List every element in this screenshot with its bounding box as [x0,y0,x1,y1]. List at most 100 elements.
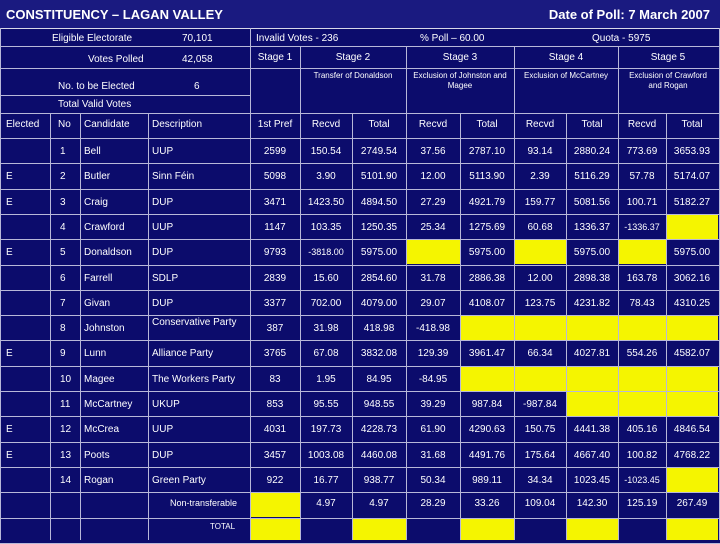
col-recvd: Recvd [311,119,341,130]
total-label: TOTAL [210,521,236,531]
stage-value: 2787.10 [468,146,506,157]
blank-cell [352,517,406,540]
stage-value: 3.90 [316,171,336,183]
stage-value: -1336.37 [624,221,660,232]
stage-value: 3062.16 [673,272,711,284]
stage-value: 418.98 [363,323,395,335]
blank-cell [406,239,460,265]
grid-line [0,517,720,519]
first-pref-value: 3457 [263,449,287,461]
grid-line [300,46,301,540]
blank-cell [460,517,514,540]
stage-value: 5975.00 [673,247,711,259]
stage-value: 1250.35 [360,221,398,233]
grid-line [50,113,51,540]
candidate-name: Butler [84,171,111,183]
stage-value: 3653.93 [673,146,711,157]
stage-value: 25.34 [420,221,446,233]
grid-line [618,46,619,540]
grid-line [0,28,1,540]
stage-value: -3818.00 [308,247,344,258]
stage-value: 66.34 [527,348,553,360]
blank-cell [514,239,566,265]
stage-value: 5101.90 [360,171,398,183]
stage-value: 5182.27 [673,196,711,208]
page-title: CONSTITUENCY – LAGAN VALLEY [6,7,223,22]
candidate-number: 13 [60,449,72,461]
candidate-number: 2 [60,171,66,183]
col-recvd: Recvd [418,119,448,130]
stage-value: 67.08 [313,348,339,360]
col-candidate: Candidate [84,119,130,130]
stage-value: 773.69 [626,146,658,157]
candidate-number: 14 [60,474,72,486]
stage-value: 12.00 [420,171,446,183]
candidate-name: Givan [84,297,111,309]
first-pref-value: 3377 [263,297,287,309]
candidate-name: McCrea [84,424,120,436]
stage-value: 5975.00 [360,247,398,259]
party-name: DUP [152,247,174,259]
first-pref-value: 3471 [263,196,287,208]
blank-cell [666,213,718,240]
candidate-name: Rogan [84,474,114,486]
stage-value: 5081.56 [573,196,611,208]
nontransferable-value: 142.30 [576,498,608,510]
party-name: UKUP [152,399,180,410]
stage-value: 3832.08 [360,348,398,360]
stage-value: -84.95 [418,373,448,385]
grid-line [352,113,353,540]
stage-value: 15.60 [313,272,339,284]
stage-value: -1023.45 [624,474,660,485]
grid-line [250,68,720,69]
stage-value: 4228.73 [360,424,398,436]
to-be-elected-label: No. to be Elected [58,81,135,92]
blank-cell [666,466,718,493]
stage-value: 4310.25 [673,297,711,309]
candidate-number: 1 [60,146,66,157]
grid-line [0,213,720,215]
candidate-number: 4 [60,221,66,233]
grid-line [80,113,81,540]
stage-value: 123.75 [524,297,556,309]
stage-value: 78.43 [629,297,655,309]
first-pref-value: 5098 [263,171,287,183]
grid-line [0,46,720,47]
nontransferable-label: Non-transferable [170,498,238,509]
stage-value: 938.77 [363,474,395,486]
eligible-label: Eligible Electorate [52,33,133,44]
stage-name: Stage 2 [335,52,371,63]
stage-value: 987.84 [471,399,503,410]
stage-value: 4108.07 [468,297,506,309]
grid-line [666,113,667,540]
candidate-number: 3 [60,196,66,208]
stage-description: Transfer of Donaldson [313,71,393,80]
nontransferable-value: 109.04 [524,498,556,510]
stage-name: Stage 1 [257,52,293,63]
stage-value: 405.16 [626,424,658,436]
party-name: SDLP [152,272,179,284]
grid-line [0,492,720,494]
stage-value: 100.82 [626,449,658,461]
stage-value: -987.84 [523,399,557,410]
stage-value: 1.95 [316,373,336,385]
grid-line [514,46,515,540]
stage-value: 60.68 [527,221,553,233]
grid-line [0,95,250,96]
candidate-number: 9 [60,348,66,360]
candidate-number: 7 [60,297,66,309]
candidate-number: 6 [60,272,66,284]
stage-value: 50.34 [420,474,446,486]
stage-value: 95.55 [313,399,339,410]
stage-value: 5113.90 [469,171,505,183]
stage-value: 5174.07 [673,171,711,183]
stage-value: 1023.45 [573,474,611,486]
stage-value: 29.07 [420,297,446,309]
stage-name: Stage 4 [548,52,584,63]
stage-value: 27.29 [420,196,446,208]
col-description: Description [152,119,203,130]
stage-value: 159.77 [524,196,556,208]
stage-value: 31.68 [420,449,446,461]
candidate-number: 5 [60,247,66,259]
col-total: Total [476,119,498,130]
